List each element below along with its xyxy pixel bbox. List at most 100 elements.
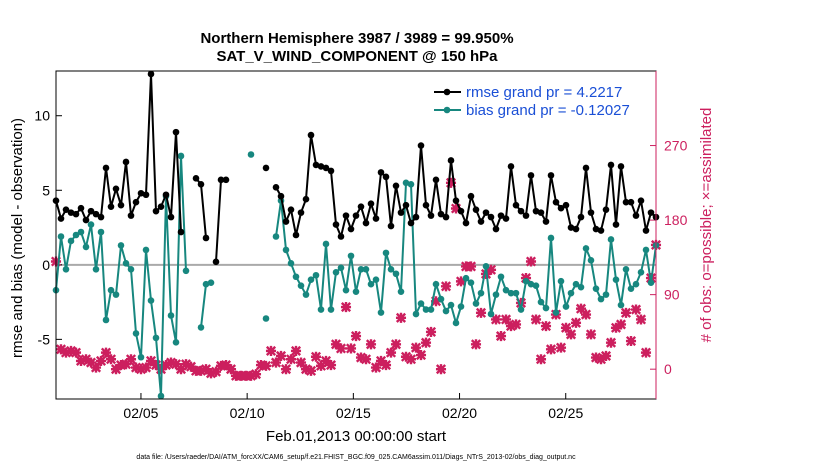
rmse-point bbox=[62, 206, 70, 213]
legend-bias-marker bbox=[443, 106, 451, 114]
obs-marker bbox=[325, 359, 337, 371]
obs-marker bbox=[260, 360, 272, 371]
bias-point bbox=[552, 309, 560, 316]
rmse-point bbox=[642, 227, 650, 234]
rmse-point bbox=[202, 234, 210, 242]
rmse-point bbox=[352, 212, 360, 219]
obs-marker bbox=[540, 321, 552, 332]
rmse-point bbox=[117, 201, 125, 209]
obs-marker bbox=[490, 314, 502, 325]
rmse-point bbox=[592, 225, 600, 233]
bias-point bbox=[87, 221, 95, 228]
rmse-point bbox=[442, 213, 450, 221]
rmse-point bbox=[457, 207, 465, 215]
rmse-point bbox=[287, 206, 295, 213]
rmse-point bbox=[367, 200, 375, 207]
rmse-point bbox=[372, 215, 380, 222]
obs-marker bbox=[350, 331, 362, 342]
rmse-point bbox=[537, 209, 545, 216]
bias-point bbox=[392, 270, 400, 278]
bias-point bbox=[432, 280, 440, 288]
bias-point bbox=[132, 330, 140, 337]
obs-marker bbox=[145, 355, 157, 366]
x-tick-label-3: 02/20 bbox=[442, 405, 477, 421]
obs-marker bbox=[615, 319, 627, 330]
obs-marker bbox=[420, 337, 432, 348]
obs-marker bbox=[340, 302, 352, 313]
obs-marker bbox=[425, 326, 437, 337]
bias-point bbox=[97, 228, 105, 236]
left-tick-label-0: 10 bbox=[34, 108, 50, 124]
rmse-point bbox=[322, 164, 330, 172]
rmse-point bbox=[557, 204, 565, 212]
rmse-point bbox=[332, 221, 340, 228]
obs-marker bbox=[365, 339, 377, 350]
obs-marker bbox=[575, 303, 587, 314]
rmse-point bbox=[272, 183, 280, 191]
obs-marker bbox=[280, 364, 292, 375]
rmse-point bbox=[497, 212, 505, 219]
bias-point bbox=[297, 282, 305, 289]
bias-point bbox=[167, 312, 175, 319]
bias-point bbox=[467, 279, 475, 287]
obs-marker bbox=[175, 364, 187, 375]
obs-marker bbox=[585, 329, 597, 340]
obs-marker bbox=[590, 352, 602, 363]
rmse-point bbox=[427, 212, 435, 219]
rmse-point bbox=[462, 219, 470, 227]
obs-marker bbox=[60, 347, 72, 358]
legend-bias-label: bias grand pr = -0.12027 bbox=[466, 102, 630, 119]
rmse-point bbox=[377, 169, 385, 176]
bias-point bbox=[402, 179, 410, 187]
x-axis-ticks: 02/05 02/10 02/15 02/20 02/25 bbox=[123, 393, 583, 421]
obs-marker bbox=[110, 364, 122, 375]
obs-marker bbox=[65, 345, 77, 357]
rmse-point bbox=[587, 209, 595, 216]
bias-point bbox=[502, 286, 510, 294]
rmse-point bbox=[192, 175, 200, 182]
obs-marker bbox=[225, 364, 237, 375]
obs-marker bbox=[355, 352, 367, 363]
obs-marker bbox=[150, 359, 162, 371]
obs-marker bbox=[285, 354, 297, 365]
rmse-point bbox=[647, 209, 655, 216]
obs-marker bbox=[205, 368, 217, 379]
rmse-point bbox=[547, 172, 555, 179]
bias-point bbox=[477, 289, 485, 297]
rmse-point bbox=[522, 212, 530, 219]
obs-assimilated-markers bbox=[50, 177, 662, 381]
obs-marker bbox=[525, 256, 537, 267]
rmse-point bbox=[552, 198, 560, 206]
obs-marker bbox=[565, 329, 577, 340]
rmse-point bbox=[482, 209, 490, 216]
rmse-point bbox=[597, 227, 605, 234]
rmse-point bbox=[477, 218, 485, 225]
plot-area bbox=[56, 71, 656, 399]
bias-point bbox=[67, 237, 75, 245]
data-file-caption: data file: /Users/raeder/DAI/ATM_forcXX/… bbox=[136, 454, 576, 461]
bias-point bbox=[62, 265, 70, 273]
chart-subtitle: SAT_V_WIND_COMPONENT @ 150 hPa bbox=[216, 48, 498, 65]
obs-marker bbox=[185, 361, 197, 372]
bias-point bbox=[457, 303, 465, 310]
rmse-point bbox=[177, 228, 185, 236]
rmse-point bbox=[127, 212, 135, 219]
obs-marker bbox=[545, 344, 557, 355]
rmse-point bbox=[382, 173, 390, 181]
bias-point bbox=[122, 260, 130, 267]
obs-marker bbox=[435, 364, 447, 375]
bias-point bbox=[322, 240, 330, 248]
bias-point bbox=[497, 273, 505, 281]
bias-point bbox=[512, 289, 520, 297]
rmse-point bbox=[297, 209, 305, 216]
obs-marker bbox=[165, 357, 177, 368]
obs-marker bbox=[515, 297, 527, 308]
bias-point bbox=[177, 152, 185, 160]
bias-point bbox=[492, 291, 500, 298]
bias-point bbox=[612, 276, 620, 284]
obs-marker bbox=[315, 360, 327, 371]
obs-marker bbox=[630, 304, 642, 315]
bias-point bbox=[262, 315, 270, 322]
obs-marker bbox=[415, 350, 427, 361]
bias-point bbox=[442, 307, 450, 315]
